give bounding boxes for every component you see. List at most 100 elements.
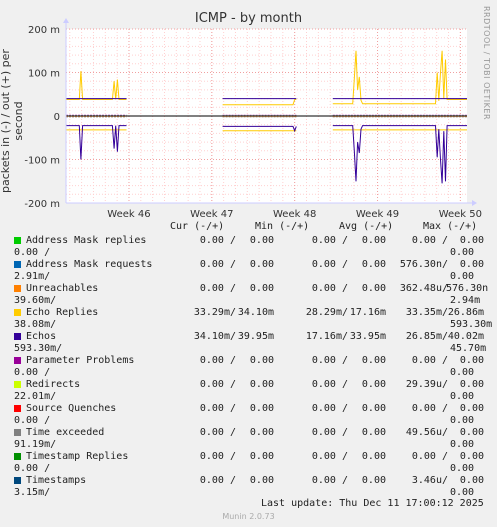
legend-min: 0.00 / [311,475,348,486]
legend-max-out: 91.19m/ [14,439,57,450]
legend-max-out: 22.01m/ [14,391,57,402]
legend-avg-in: 0.00 [459,451,484,462]
legend-swatch [14,237,21,244]
x-tick-label: Week 46 [107,209,150,220]
legend-min-in: 0.00 [361,283,386,294]
legend-max-out: 0.00 / [14,415,51,426]
legend-avg-in: 0.00 [459,259,484,270]
legend-max-in: 0.00 [450,391,475,402]
legend-min: 0.00 / [311,379,348,390]
legend-row: Echos 34.10m/39.95m 17.16m/33.95m 26.85m/40… [14,331,486,355]
legend-min: 0.00 / [311,259,348,270]
legend-avg: 362.48u/ [399,283,448,294]
legend-swatch [14,261,21,268]
legend-min: 17.16m/ [305,331,348,342]
legend-min-in: 0.00 [361,427,386,438]
legend-label: Timestamp Replies [26,451,129,462]
legend-avg-in: 0.00 [459,235,484,246]
legend-min-in: 0.00 [361,259,386,270]
legend-row: Address Mask requests 0.00 / 0.00 0.00 / 0.0… [14,259,484,283]
last-update: Last update: Thu Dec 11 17:00:12 2025 [261,498,484,509]
legend-label: Echo Replies [26,307,99,318]
legend-max-out: 39.60m/ [14,295,57,306]
legend-cur: 0.00 / [199,475,236,486]
legend-min: 28.29m/ [305,307,348,318]
legend-swatch [14,285,21,292]
legend-cur-in: 0.00 [249,451,274,462]
legend-avg-in: 576.30n [446,283,489,294]
y-tick-label: -100 m [24,156,60,167]
x-tick-label: Week 49 [356,209,399,220]
legend-label: Address Mask requests [26,259,153,270]
legend-max-in: 0.00 [450,271,475,282]
legend-avg: 33.35m/ [405,307,448,318]
legend-cur: 0.00 / [199,259,236,270]
legend-min: 0.00 / [311,235,348,246]
x-axis-arrow [472,200,477,206]
legend-label: Echos [26,331,57,342]
legend-cur-in: 0.00 [249,379,274,390]
legend-min-in: 0.00 [361,451,386,462]
legend-min-in: 33.95m [349,331,386,342]
legend-avg: 0.00 / [411,451,448,462]
legend-cur: 34.10m/ [193,331,236,342]
y-tick-label: 200 m [28,25,60,36]
legend-avg-in: 0.00 [459,475,484,486]
legend-swatch [14,429,21,436]
legend-label: Address Mask replies [26,235,147,246]
legend-cur-in: 0.00 [249,259,274,270]
y-tick-label: -200 m [24,199,60,210]
legend-label: Time exceeded [26,427,105,438]
header-max: Max (-/+) [423,221,478,232]
legend-max-in: 0.00 [450,487,475,498]
legend-cur-in: 0.00 [249,403,274,414]
y-tick-label: 0 [54,112,60,123]
legend-row: Echo Replies 33.29m/34.10m 28.29m/17.16m 33… [14,307,492,331]
legend-avg-in: 40.02m [447,331,484,342]
legend-min-in: 0.00 [361,355,386,366]
legend-max-out: 0.00 / [14,463,51,474]
legend-cur: 33.29m/ [193,307,236,318]
legend-avg: 26.85m/ [405,331,448,342]
legend-swatch [14,333,21,340]
legend-avg-in: 0.00 [459,355,484,366]
legend-avg-in: 0.00 [459,427,484,438]
legend-max-out: 38.08m/ [14,319,57,330]
legend-cur-in: 0.00 [249,355,274,366]
plot-area: 200 m 100 m 0 -100 m -200 m Week 46 Week 47 Wee… [24,18,482,220]
legend-cur: 0.00 / [199,235,236,246]
legend-avg-in: 26.86m [447,307,484,318]
legend-row: Timestamps 0.00 /0.00 0.00 /0.00 3.46u/0.00… [14,475,484,499]
legend-row: Timestamp Replies 0.00 /0.00 0.00 /0.00 0.0… [14,451,484,475]
legend-avg: 0.00 / [411,355,448,366]
legend-cur: 0.00 / [199,403,236,414]
legend-avg: 576.30n/ [399,259,448,270]
legend-row: Parameter Problems 0.00 /0.00 0.00 /0.00 0.… [14,355,484,379]
legend-cur-in: 34.10m [237,307,274,318]
legend-min: 0.00 / [311,355,348,366]
legend-label: Redirects [26,379,81,390]
legend-cur: 0.00 / [199,451,236,462]
chart-title: ICMP - by month [194,11,303,26]
legend-max-in: 0.00 [450,415,475,426]
legend-min-in: 17.16m [349,307,386,318]
legend-avg: 29.39u/ [405,379,448,390]
legend-max-out: 2.91m/ [14,271,51,282]
legend-swatch [14,453,21,460]
x-tick-label: Week 47 [190,209,233,220]
legend-row: Source Quenches 0.00 /0.00 0.00 /0.00 0.00 … [14,403,484,427]
legend-max-in: 0.00 [450,463,475,474]
header-min: Min (-/+) [255,221,310,232]
munin-version: Munin 2.0.73 [222,512,275,521]
legend-row: Redirects 0.00 /0.00 0.00 /0.00 29.39u/0.00… [14,379,484,403]
y-tick-label: 100 m [28,69,60,80]
legend-max-in: 2.94m [450,295,481,306]
legend-cur: 0.00 / [199,283,236,294]
legend-min: 0.00 / [311,283,348,294]
legend-label: Unreachables [26,283,99,294]
legend-max-in: 0.00 [450,247,475,258]
legend-label: Parameter Problems [26,355,135,366]
legend-max-out: 0.00 / [14,367,51,378]
legend-cur-in: 39.95m [237,331,274,342]
header-cur: Cur (-/+) [170,221,225,232]
